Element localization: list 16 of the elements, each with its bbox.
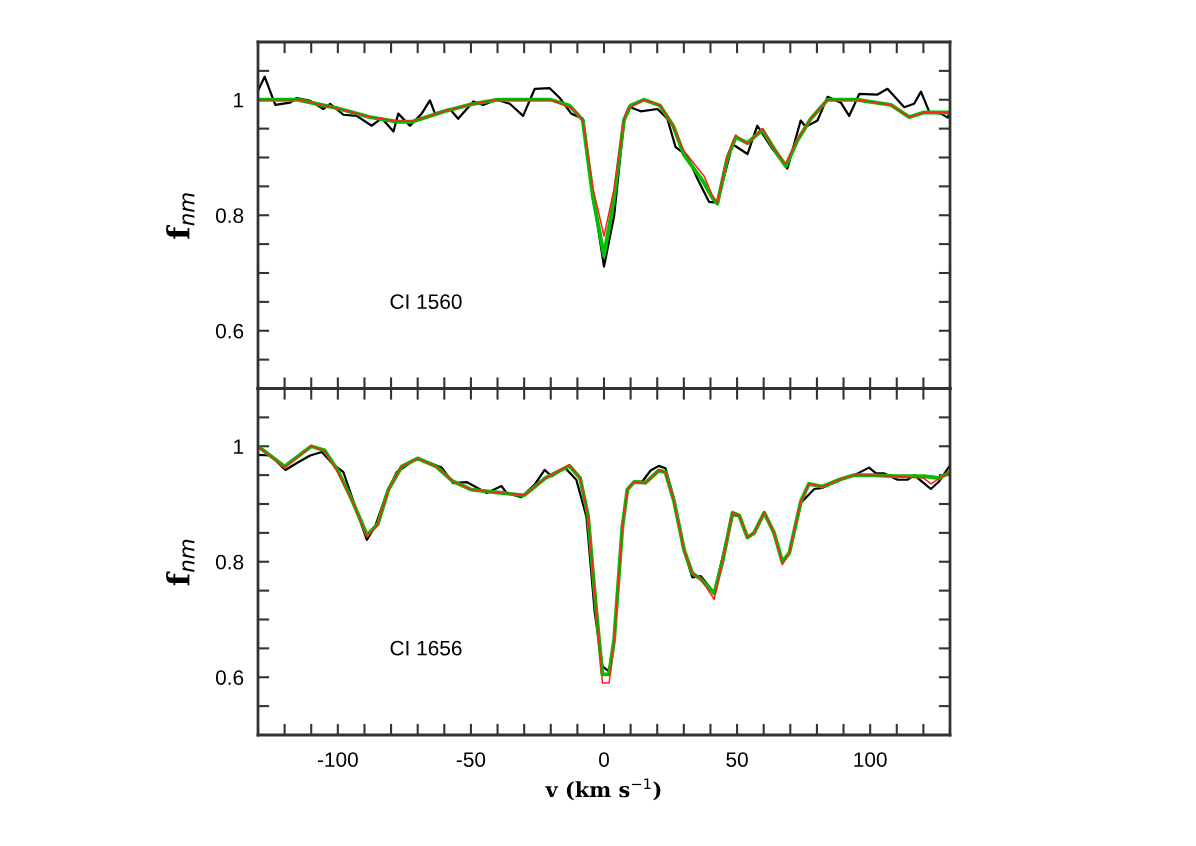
x-tick-label: 0	[599, 752, 609, 767]
y-tick-label: 0.8	[215, 554, 244, 570]
y-tick-label: 0.8	[215, 208, 244, 223]
x-axis-title: v (km s$^{−1}$)	[545, 778, 661, 801]
y-tick-label: 1	[234, 439, 244, 454]
x-tick-label: -50	[456, 752, 486, 767]
x-tick-label: 50	[726, 752, 748, 767]
y-tick-label: 0.6	[215, 323, 244, 339]
y-tick-label: 0.6	[215, 670, 244, 685]
annotation: CI 1560	[390, 294, 462, 310]
y-axis-title: f$_{nm}$	[166, 539, 195, 586]
x-tick-label: 100	[854, 752, 887, 767]
y-tick-label: 1	[234, 92, 244, 108]
annotation: CI 1656	[390, 640, 462, 656]
y-axis-title: f$_{nm}$	[166, 193, 195, 239]
x-tick-label: -100	[317, 752, 358, 767]
